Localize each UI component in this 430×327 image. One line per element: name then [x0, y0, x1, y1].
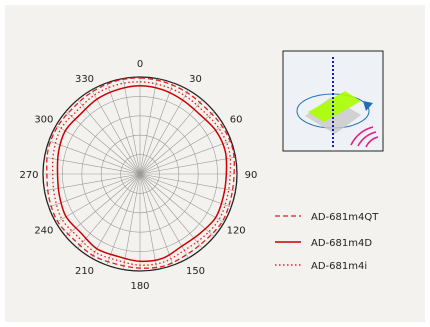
grid-spoke [139, 173, 203, 249]
polar-grid [42, 76, 238, 272]
grid-spoke [139, 125, 225, 175]
grid-spoke [139, 173, 189, 259]
angle-tick-label: 330 [75, 74, 94, 85]
angle-tick-label: 150 [186, 266, 205, 277]
grid-spoke [65, 111, 141, 175]
grid-spoke [139, 173, 225, 223]
grid-spoke [139, 111, 215, 175]
grid-spoke [139, 173, 158, 270]
grid-spoke [139, 78, 158, 175]
angle-tick-labels: 0 30 60 90 120 150 180 210 240 270 300 330 [19, 59, 257, 292]
angle-tick-label: 30 [189, 74, 202, 85]
legend-item-qt: AD-681m4QT [275, 212, 379, 223]
grid-spoke [139, 173, 215, 237]
legend-item-i: AD-681m4i [275, 261, 367, 272]
grid-spoke [48, 173, 141, 208]
grid-spoke [44, 156, 141, 175]
angle-tick-label: 0 [137, 59, 143, 70]
grid-spoke [77, 173, 141, 249]
legend-item-d: AD-681m4D [275, 238, 372, 249]
grid-spoke [139, 173, 174, 266]
grid-spoke [122, 173, 141, 270]
grid-spoke [48, 140, 141, 175]
grid-spoke [91, 173, 141, 259]
grid-spoke [65, 173, 141, 237]
microphone-pickup-diagram-icon [282, 50, 384, 152]
grid-spoke [139, 89, 189, 175]
grid-spoke [106, 173, 141, 266]
chart-frame: 0 30 60 90 120 150 180 210 240 270 300 330 AD-681m4… [5, 5, 425, 322]
grid-spoke [106, 82, 141, 175]
grid-spoke [139, 140, 232, 175]
angle-tick-label: 90 [245, 170, 258, 181]
sound-wave-icon [350, 126, 379, 148]
grid-spoke [139, 156, 236, 175]
angle-tick-label: 210 [75, 266, 94, 277]
angle-tick-label: 240 [34, 226, 53, 237]
legend-label-i: AD-681m4i [311, 261, 367, 272]
grid-spoke [55, 125, 141, 175]
grid-spoke [55, 173, 141, 223]
rotation-arrow-icon [363, 101, 373, 111]
angle-tick-label: 60 [230, 115, 243, 126]
series-line-0 [46, 77, 235, 269]
legend: AD-681m4QT AD-681m4D AD-681m4i [275, 212, 379, 272]
angle-tick-label: 120 [227, 226, 246, 237]
grid-spoke [122, 78, 141, 175]
grid-spoke [139, 82, 174, 175]
polar-chart: 0 30 60 90 120 150 180 210 240 270 300 330 AD-681m4… [19, 50, 384, 292]
series-line-1 [56, 84, 228, 263]
grid-spoke [77, 99, 141, 175]
grid-spoke [44, 173, 141, 192]
series-layer [46, 77, 235, 269]
legend-label-qt: AD-681m4QT [311, 212, 379, 223]
legend-label-d: AD-681m4D [311, 238, 372, 249]
grid-spoke [139, 99, 203, 175]
grid-spoke [139, 173, 232, 208]
series-line-2 [51, 81, 232, 266]
grid-spoke [91, 89, 141, 175]
angle-tick-label: 300 [34, 115, 53, 126]
pickup-element [308, 91, 361, 122]
angle-tick-label: 270 [19, 170, 38, 181]
angle-tick-label: 180 [130, 281, 149, 292]
grid-spoke [139, 173, 236, 192]
